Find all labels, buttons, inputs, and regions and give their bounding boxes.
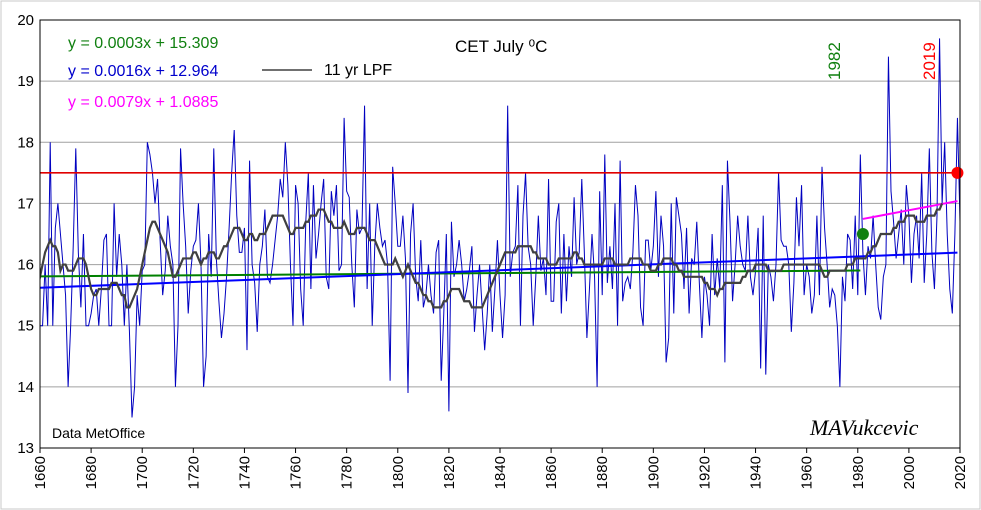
x-tick-label: 1800 bbox=[390, 456, 407, 489]
x-tick-label: 1860 bbox=[543, 456, 560, 489]
x-tick-label: 1900 bbox=[645, 456, 662, 489]
x-tick-label: 1780 bbox=[339, 456, 356, 489]
x-tick-label: 1740 bbox=[236, 456, 253, 489]
chart-title: CET July ⁰C bbox=[455, 37, 547, 56]
legend-lpf-label: 11 yr LPF bbox=[324, 62, 392, 79]
x-tick-label: 1840 bbox=[492, 456, 509, 489]
gridlines bbox=[40, 80, 960, 388]
y-tick-label: 17 bbox=[17, 195, 34, 212]
y-tick-label: 14 bbox=[17, 379, 34, 396]
x-tick-label: 1700 bbox=[134, 456, 151, 489]
x-tick-label: 1680 bbox=[83, 456, 100, 489]
x-tick-label: 1940 bbox=[748, 456, 765, 489]
equation-green: y = 0.0003x + 15.309 bbox=[68, 35, 218, 52]
x-tick-label: 2000 bbox=[901, 456, 918, 489]
y-tick-label: 20 bbox=[17, 12, 34, 29]
series-line-cet-july bbox=[40, 38, 960, 418]
marker-label-2019: 2019 bbox=[920, 42, 939, 80]
x-tick-label: 1980 bbox=[850, 456, 867, 489]
series-line-11yr-lpf bbox=[40, 203, 944, 309]
marker-label-1982: 1982 bbox=[825, 42, 844, 80]
x-tick-label: 1760 bbox=[288, 456, 305, 489]
equation-blue: y = 0.0016x + 12.964 bbox=[68, 63, 218, 80]
y-tick-label: 19 bbox=[17, 73, 34, 90]
x-tick-label: 2020 bbox=[952, 456, 969, 489]
plot-clip-group bbox=[40, 38, 960, 418]
y-tick-label: 16 bbox=[17, 257, 34, 274]
x-tick-label: 1660 bbox=[32, 456, 49, 489]
marker-point-1982 bbox=[856, 228, 869, 240]
x-tick-label: 1880 bbox=[594, 456, 611, 489]
credit-label: Data MetOffice bbox=[52, 425, 145, 441]
marker-point-2019 bbox=[951, 166, 964, 179]
y-tick-label: 18 bbox=[17, 134, 34, 151]
y-tick-label: 15 bbox=[17, 318, 34, 335]
x-tick-label: 1720 bbox=[185, 456, 202, 489]
equation-magenta: y = 0.0079x + 1.0885 bbox=[68, 94, 218, 111]
plot-series bbox=[40, 38, 964, 418]
author-signature: MAVukcevic bbox=[809, 415, 919, 440]
x-tick-label: 1960 bbox=[799, 456, 816, 489]
x-tick-label: 1820 bbox=[441, 456, 458, 489]
y-tick-label: 13 bbox=[17, 440, 34, 457]
x-tick-label: 1920 bbox=[696, 456, 713, 489]
